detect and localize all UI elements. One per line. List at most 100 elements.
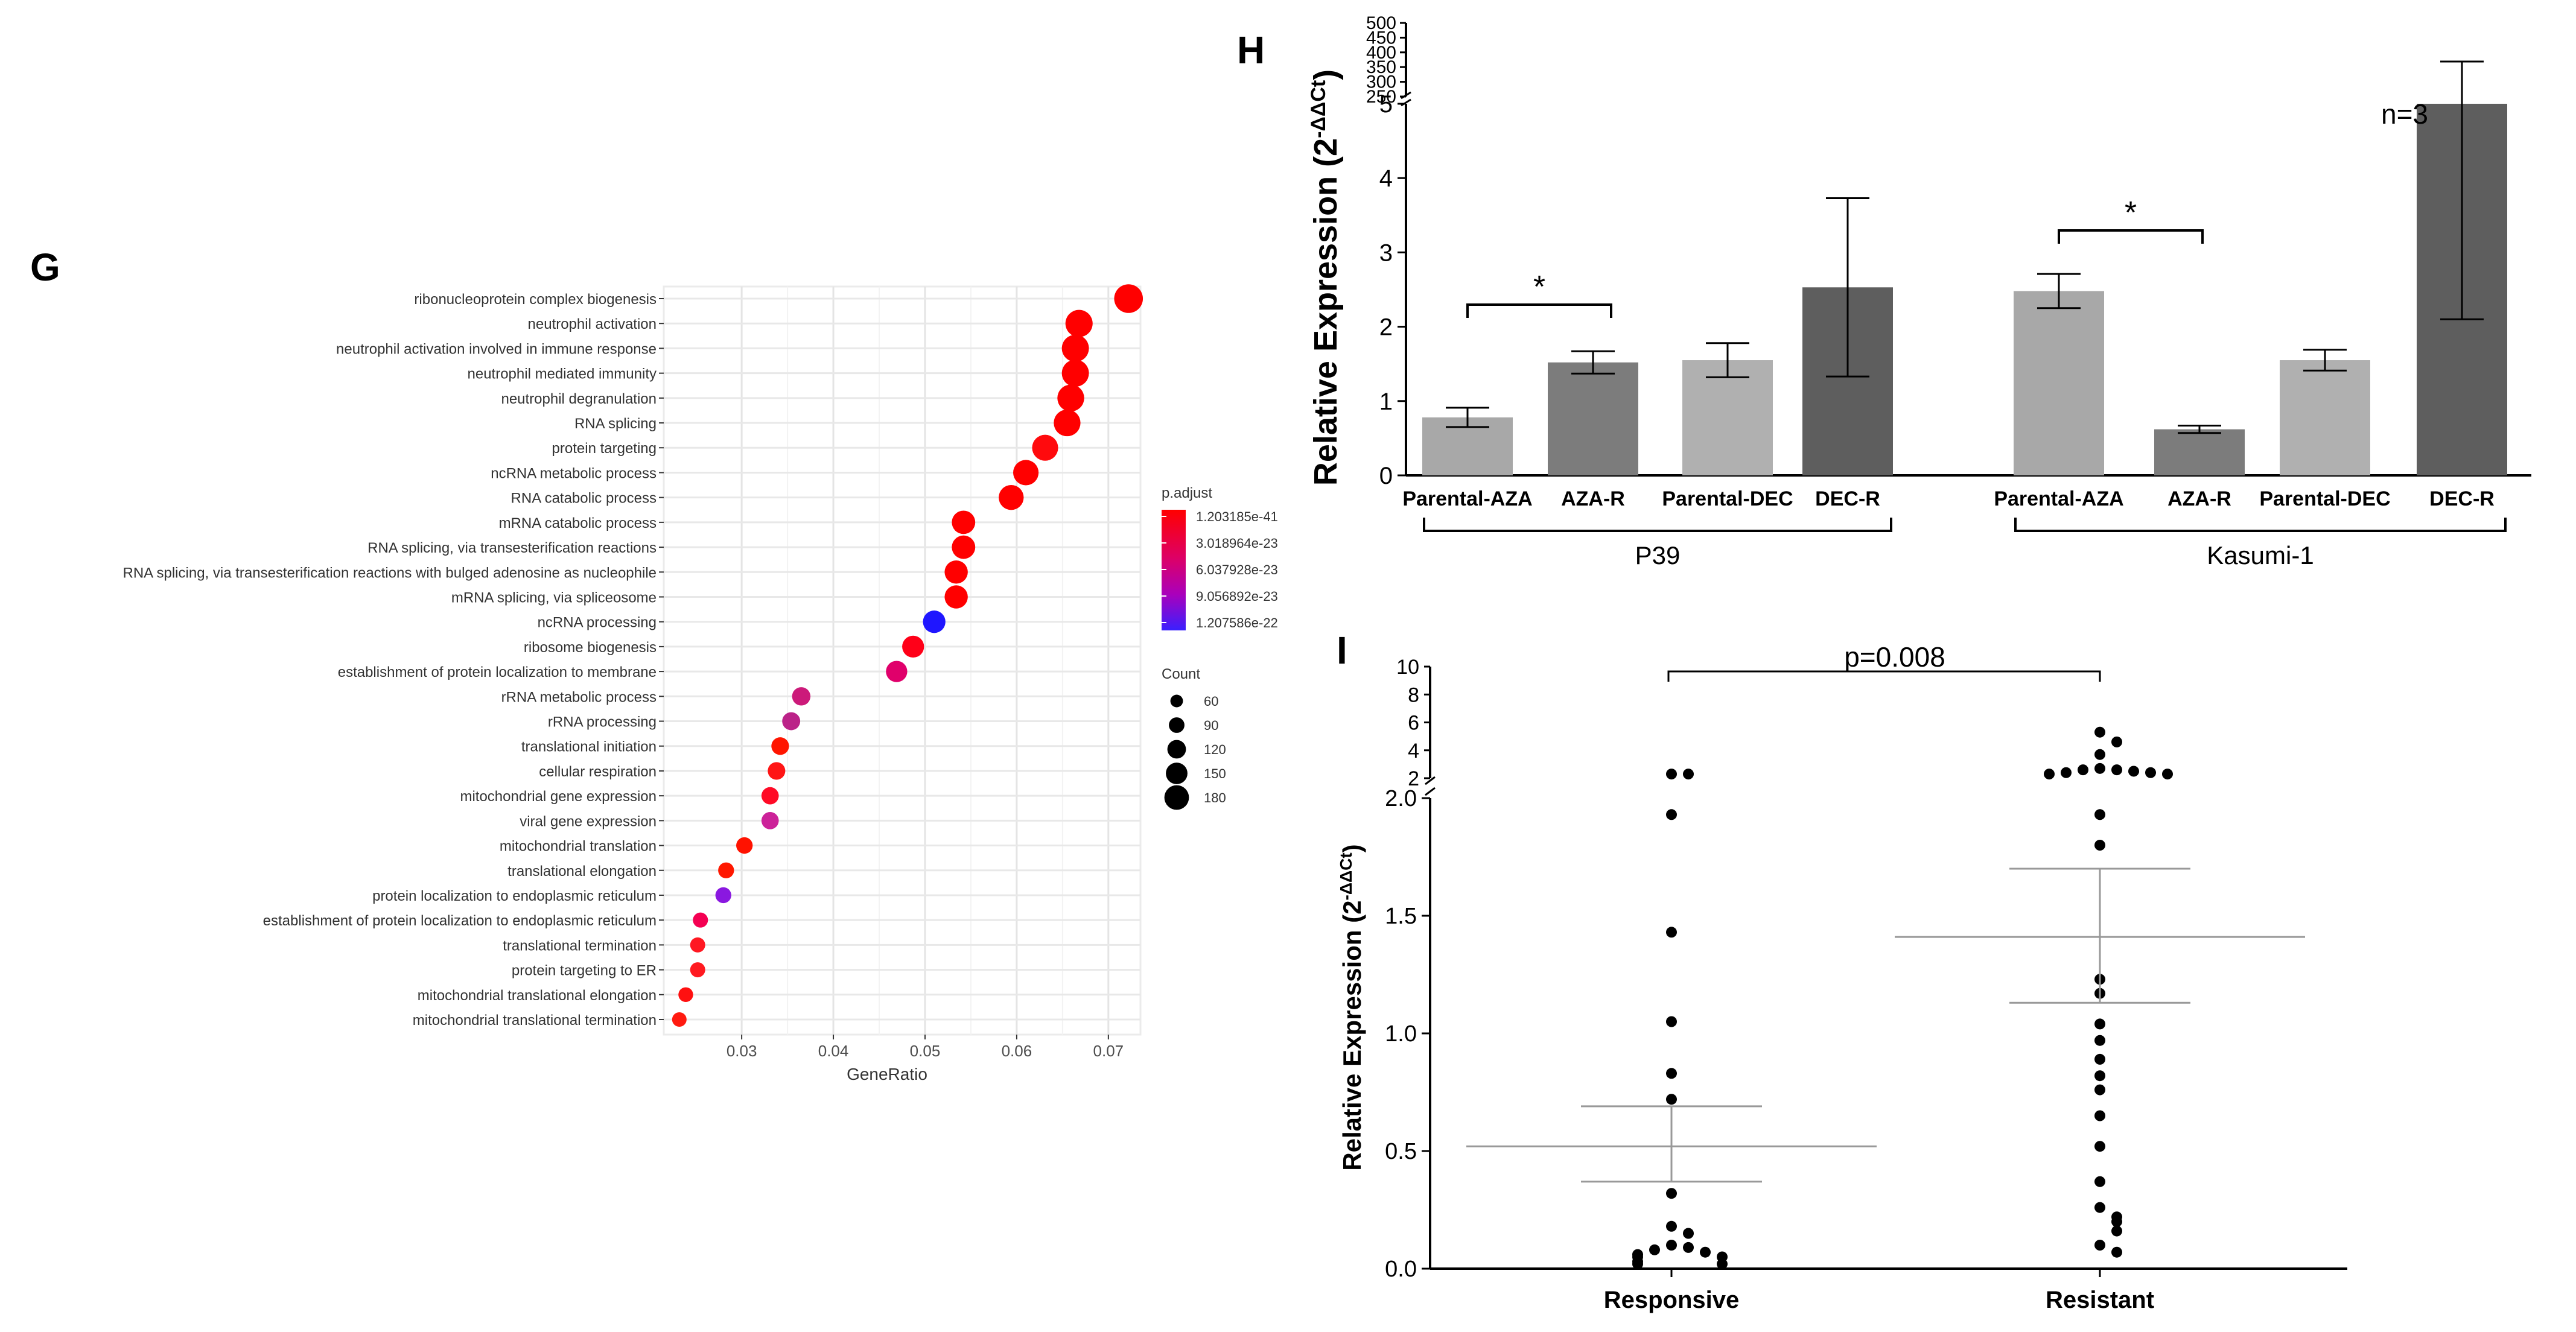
panel-i-axes: 0.0 0.5 1.0 1.5 2.02 4 6 8 10 Responsive Resistant [1385, 656, 2347, 1313]
i-point-resistant [2094, 1070, 2105, 1082]
dot-3 [1061, 360, 1089, 387]
sig-asterisk: * [1533, 270, 1545, 305]
panel-h-significance: ** [1466, 195, 2204, 318]
dot-26 [690, 937, 705, 953]
i-y-tick-label: 0.5 [1385, 1139, 1417, 1164]
i-y-tick-label-upper: 10 [1396, 656, 1419, 679]
h-group-label: Kasumi-1 [2207, 541, 2314, 569]
dot-5 [1054, 409, 1081, 437]
term-label: viral gene expression [520, 813, 657, 829]
h-category-label: Parental-AZA [1402, 487, 1532, 510]
bar-Kasumi-1-Parental-DEC [2280, 360, 2370, 475]
term-label: cellular respiration [539, 764, 657, 780]
dot-29 [672, 1012, 687, 1027]
i-point-responsive [1666, 1240, 1677, 1251]
h-y-tick-label-upper: 350 [1366, 57, 1396, 77]
i-point-resistant [2094, 809, 2105, 820]
i-point-resistant [2094, 726, 2105, 738]
i-y-tick-label: 2.0 [1385, 786, 1417, 811]
panel-h-n-annotation: n=3 [2381, 98, 2428, 130]
size-legend-title: Count [1162, 666, 1200, 682]
panel-i-y-axis-title: Relative Expression (2-ΔΔCt) [1337, 844, 1367, 1170]
dot-2 [1061, 334, 1089, 362]
i-y-tick-label: 1.0 [1385, 1021, 1417, 1047]
i-point-responsive [1666, 1094, 1677, 1105]
i-point-resistant [2061, 767, 2072, 778]
i-point-resistant [2111, 1225, 2122, 1237]
dot-20 [761, 787, 779, 805]
i-point-resistant [2111, 1246, 2122, 1258]
i-point-resistant [2094, 1084, 2105, 1096]
i-point-resistant [2111, 736, 2122, 747]
dot-4 [1057, 384, 1084, 412]
panel-h-bars [1422, 60, 2507, 475]
h-category-label: Parental-DEC [2259, 487, 2390, 510]
size-legend-dot [1167, 740, 1186, 759]
panel-g-size-legend: Count 60 90 120 150 180 [1162, 666, 1226, 810]
dot-18 [771, 737, 789, 755]
i-point-resistant [2094, 1176, 2105, 1187]
i-point-resistant [2094, 1141, 2105, 1152]
panel-g-dots [672, 284, 1143, 1027]
term-label: establishment of protein localization to… [338, 664, 657, 680]
i-y-tick-label-upper: 2 [1408, 767, 1419, 790]
dot-22 [736, 837, 753, 854]
i-category-label: Responsive [1604, 1287, 1740, 1313]
dot-11 [944, 560, 968, 584]
bar-Kasumi-1-Parental-AZA [2014, 291, 2104, 475]
h-group-bracket [1423, 518, 1892, 532]
dot-24 [715, 887, 731, 904]
dot-10 [952, 535, 976, 559]
panel-i-scatter: I Relative Expression (2-ΔΔCt) 0.0 0.5 1.0… [1337, 629, 2347, 1313]
i-point-resistant [2094, 1202, 2105, 1213]
term-label: RNA splicing, via transesterification re… [122, 565, 657, 581]
term-label: rRNA processing [548, 714, 657, 731]
h-category-label: AZA-R [2167, 487, 2231, 510]
term-label: establishment of protein localization to… [263, 913, 657, 929]
x-tick-label: 0.07 [1093, 1042, 1124, 1060]
i-y-tick-label-upper: 8 [1408, 683, 1419, 706]
h-category-label: AZA-R [1561, 487, 1625, 510]
color-legend-label: 1.203185e-41 [1196, 509, 1278, 524]
i-point-resistant [2094, 1035, 2105, 1046]
size-legend-label: 180 [1204, 790, 1226, 805]
term-label: ncRNA metabolic process [491, 465, 657, 481]
dot-23 [718, 862, 734, 878]
i-point-resistant [2078, 764, 2088, 776]
dot-28 [678, 987, 693, 1002]
i-point-resistant [2094, 1240, 2105, 1251]
dot-25 [693, 912, 708, 928]
i-axis-break [1425, 776, 1436, 796]
h-group-label: P39 [1635, 541, 1681, 569]
panel-h-y-axis-title: Relative Expression (2-ΔΔCt) [1307, 69, 1344, 486]
h-category-label: Parental-AZA [1994, 487, 2123, 510]
dot-9 [952, 510, 976, 534]
dot-27 [690, 962, 705, 978]
color-legend-label: 3.018964e-23 [1196, 536, 1278, 551]
dot-17 [782, 712, 801, 731]
panel-h-barchart: H Relative Expression (2-ΔΔCt) 0 1 2 3 4 5250… [1237, 13, 2531, 569]
h-y-tick-label: 3 [1379, 239, 1393, 266]
size-legend-dot [1169, 717, 1185, 733]
term-label: mitochondrial translational termination [413, 1012, 657, 1029]
panel-h-category-labels: Parental-AZA AZA-R Parental-DEC DEC-R P39 Par… [1402, 487, 2507, 569]
i-point-resistant [2094, 749, 2105, 760]
panel-i-label: I [1337, 629, 1347, 672]
term-label: neutrophil activation involved in immune… [336, 341, 657, 357]
term-label: protein targeting to ER [512, 963, 657, 979]
dot-14 [902, 635, 924, 658]
i-point-resistant [2111, 1216, 2122, 1227]
i-point-responsive [1666, 927, 1677, 938]
panel-g-term-labels: ribonucleoprotein complex biogenesis neut… [122, 291, 664, 1029]
i-point-resistant [2128, 766, 2139, 777]
size-legend-label: 120 [1204, 742, 1226, 757]
x-tick-label: 0.05 [910, 1042, 941, 1060]
term-label: neutrophil mediated immunity [468, 366, 657, 382]
dot-21 [761, 812, 779, 829]
dot-0 [1114, 284, 1143, 313]
dot-1 [1065, 309, 1093, 337]
x-tick-label: 0.06 [1002, 1042, 1032, 1060]
pvalue-bracket-line [1667, 670, 2101, 682]
sig-bracket [2058, 229, 2204, 244]
